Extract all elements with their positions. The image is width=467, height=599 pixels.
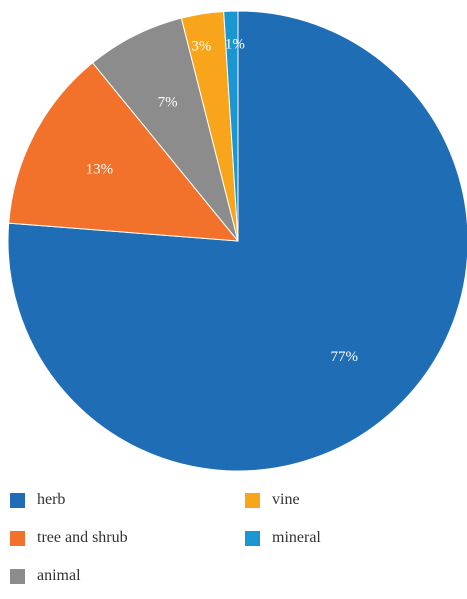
pie-data-labels: 77% 13% 7% 3% 1% xyxy=(86,36,358,365)
pie-slice-tree-and-shrub xyxy=(8,62,240,242)
data-label-vine: 3% xyxy=(191,39,211,55)
pie-slice-mineral xyxy=(223,10,239,242)
data-label-herb: 77% xyxy=(330,349,358,365)
data-label-animal: 7% xyxy=(158,94,178,110)
data-label-tree-and-shrub: 13% xyxy=(86,161,114,177)
data-label-mineral: 1% xyxy=(225,36,245,52)
pie-slices xyxy=(7,10,467,472)
